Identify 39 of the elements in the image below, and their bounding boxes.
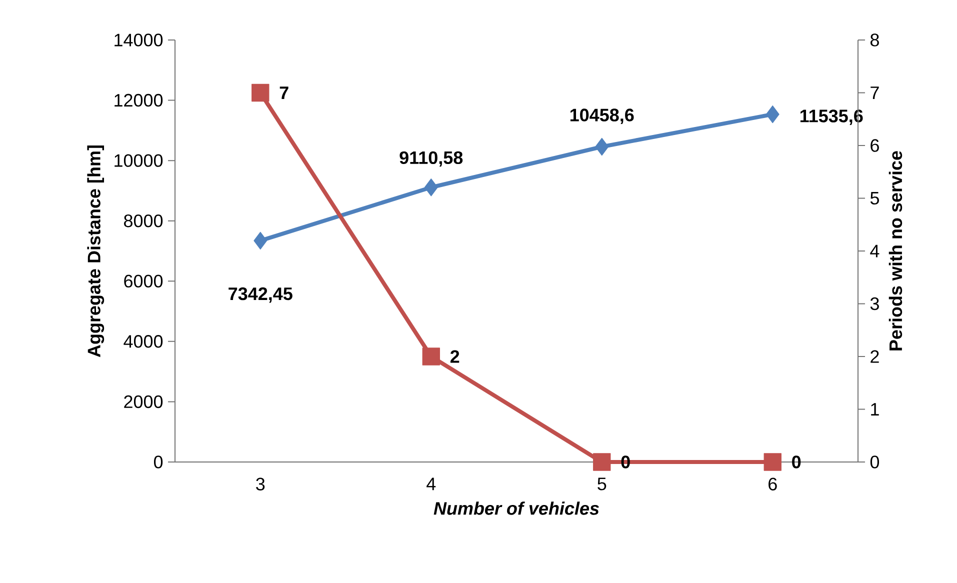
x-axis-title: Number of vehicles (434, 502, 599, 515)
y2-tick-label: 8 (870, 34, 879, 46)
data-label: 11535,6 (800, 110, 863, 125)
point (422, 348, 440, 366)
y-tick-label: 10000 (114, 154, 163, 167)
y-tick-label: 6000 (124, 274, 163, 288)
y-axis-title: Aggregate Distance [hm] (87, 146, 104, 358)
data-label: 7 (280, 86, 288, 99)
y2-tick-label: 7 (870, 86, 879, 99)
y-tick-label: 8000 (124, 214, 163, 228)
y-tick-label: 4000 (124, 335, 163, 348)
data-label: 2 (450, 350, 460, 363)
point (252, 84, 270, 102)
y-tick-label: 0 (154, 456, 163, 468)
x-tick-label: 6 (768, 478, 777, 490)
y2-tick-label: 1 (871, 403, 879, 416)
data-label: 9110,58 (400, 151, 463, 167)
data-label: 0 (792, 456, 801, 468)
x-tick-label: 3 (256, 478, 265, 490)
y2-tick-label: 0 (870, 456, 880, 468)
point (764, 453, 782, 471)
x-tick-label: 4 (426, 478, 436, 490)
point (766, 105, 780, 124)
y2-tick-label: 5 (870, 192, 879, 205)
y2-tick-label: 4 (870, 244, 880, 258)
y2-tick-label: 3 (870, 297, 879, 310)
y2-axis-title: Periods with no service (888, 151, 902, 350)
data-label: 7342,45 (228, 287, 292, 303)
x-tick-label: 5 (598, 478, 606, 490)
point (593, 453, 611, 471)
point (595, 138, 609, 156)
data-label: 10458,6 (570, 108, 634, 124)
y2-tick-label: 6 (870, 139, 879, 152)
point (254, 232, 268, 250)
y2-tick-label: 2 (870, 350, 879, 363)
point (424, 178, 438, 196)
y-tick-label: 12000 (114, 94, 163, 107)
y-tick-label: 14000 (114, 34, 163, 46)
y-tick-label: 2000 (124, 395, 163, 408)
